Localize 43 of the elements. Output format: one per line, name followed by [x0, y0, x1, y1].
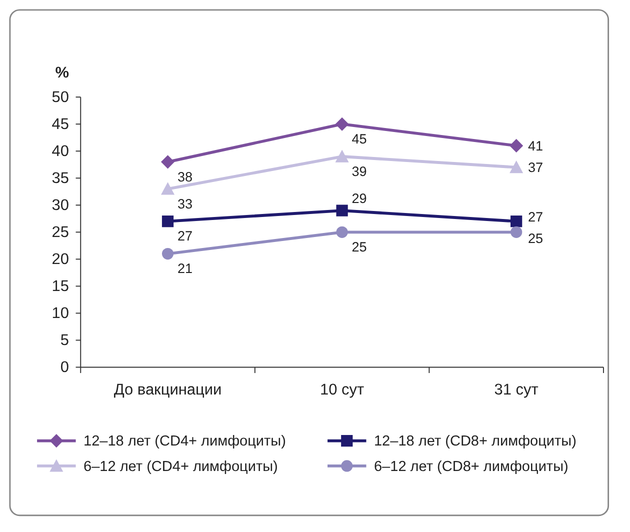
point — [160, 155, 175, 169]
y-tick-label: 35 — [52, 170, 69, 187]
legend-label: 12–18 лет (CD8+ лимфоциты) — [374, 434, 576, 450]
legend-label: 6–12 лет (CD4+ лимфоциты) — [84, 458, 278, 475]
y-tick-label: 20 — [52, 251, 69, 268]
data-label: 27 — [528, 209, 544, 224]
data-label: 38 — [177, 169, 193, 184]
data-label: 27 — [177, 228, 193, 244]
legend-label: 12–18 лет (CD4+ лимфоциты) — [84, 434, 286, 450]
data-label: 33 — [177, 196, 193, 212]
y-tick-label: 15 — [52, 278, 69, 296]
data-label: 37 — [528, 160, 544, 176]
data-label: 21 — [177, 261, 193, 276]
point — [510, 138, 524, 152]
point — [160, 182, 175, 195]
data-label: 29 — [352, 190, 367, 206]
y-tick-label: 25 — [52, 224, 69, 241]
x-tick-label: До вакцинации — [114, 381, 222, 398]
y-tick-label: 45 — [52, 116, 69, 133]
y-tick-label: 40 — [52, 142, 69, 160]
data-label: 25 — [352, 240, 367, 255]
x-tick-label: 10 сут — [320, 381, 364, 398]
y-tick-label: 5 — [60, 332, 69, 350]
point — [510, 160, 524, 174]
data-label: 39 — [352, 164, 367, 179]
y-tick-label: 0 — [60, 359, 69, 376]
data-label: 41 — [528, 138, 544, 154]
legend-label: 6–12 лет (CD8+ лимфоциты) — [374, 458, 568, 475]
y-axis-title: % — [55, 64, 70, 82]
y-tick-label: 30 — [52, 196, 69, 214]
point — [335, 117, 349, 131]
x-tick-label: 31 сут — [494, 381, 538, 398]
data-label: 45 — [352, 131, 367, 146]
point — [162, 216, 174, 228]
point — [335, 150, 349, 162]
point — [162, 248, 174, 260]
y-tick-label: 10 — [52, 305, 69, 322]
y-tick-label: 50 — [52, 88, 69, 106]
data-label: 25 — [528, 230, 544, 246]
point — [336, 204, 348, 216]
point — [336, 226, 348, 238]
point — [510, 226, 522, 238]
point — [510, 216, 522, 228]
